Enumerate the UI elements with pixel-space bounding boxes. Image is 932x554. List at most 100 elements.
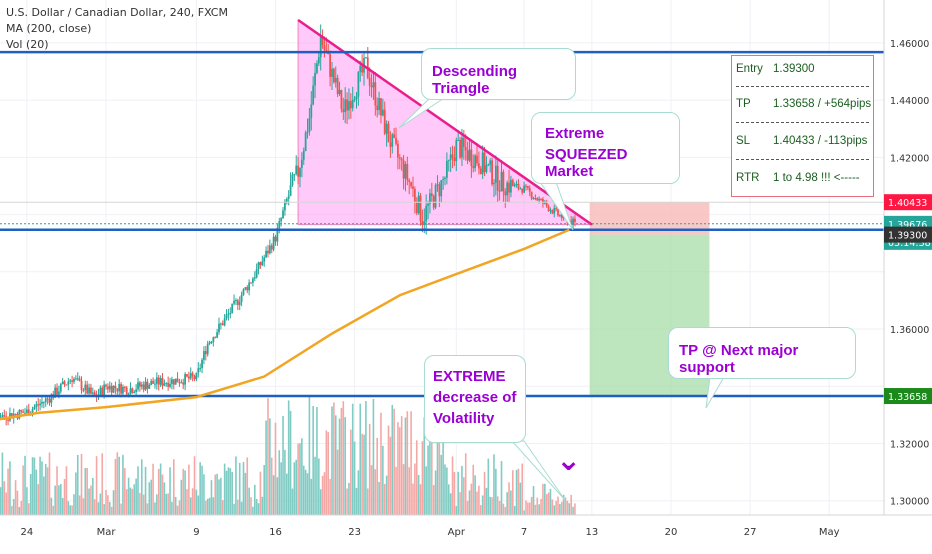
- candle-body: [44, 398, 47, 402]
- volume-bar: [463, 477, 465, 515]
- volume-bar: [449, 493, 452, 515]
- volume-bar: [557, 496, 559, 515]
- candle-body: [212, 337, 215, 343]
- candle-body: [165, 382, 168, 384]
- candle-body: [199, 367, 202, 369]
- candle-body: [278, 221, 281, 229]
- candle-body: [545, 201, 548, 207]
- candle-body: [274, 236, 277, 242]
- volume-bar: [69, 505, 72, 515]
- volume-bar: [366, 488, 369, 515]
- candle-body: [349, 101, 352, 109]
- candle-body: [122, 386, 124, 394]
- candle-body: [346, 99, 348, 111]
- volume-bar: [532, 486, 535, 515]
- candle-body: [235, 300, 237, 302]
- volume-bar: [169, 467, 171, 515]
- candle-body: [525, 185, 527, 187]
- volume-bar: [429, 436, 431, 515]
- candle-body: [329, 54, 332, 77]
- candle-body: [58, 391, 60, 395]
- volume-bar: [35, 469, 38, 515]
- volume-bar: [530, 496, 533, 515]
- volume-bar: [512, 470, 514, 515]
- candle-body: [472, 165, 475, 169]
- volume-bar: [551, 499, 554, 515]
- volume-bar: [415, 440, 418, 515]
- volume-bar: [306, 473, 309, 515]
- volume-bar: [173, 459, 175, 515]
- volume-indicator-label[interactable]: Vol (20): [6, 38, 49, 51]
- candle-body: [142, 384, 145, 390]
- volume-bar: [274, 422, 277, 515]
- volume-bar: [542, 483, 544, 515]
- squeeze-callout-line2: SQUEEZED Market: [545, 146, 628, 180]
- candle-body: [429, 193, 431, 204]
- volume-bar: [165, 493, 168, 515]
- candle-body: [543, 201, 546, 204]
- volume-bar: [295, 459, 298, 515]
- candle-body: [106, 386, 109, 390]
- candle-body: [186, 374, 188, 377]
- candle-body: [263, 257, 266, 262]
- candle-body: [227, 313, 230, 315]
- candle-body: [491, 160, 493, 185]
- candle-body: [157, 377, 160, 385]
- candle-body: [519, 188, 522, 190]
- candle-body: [560, 214, 563, 218]
- volatility-callout: EXTREME decrease of Volatility: [424, 355, 526, 443]
- volume-bar: [327, 432, 330, 515]
- time-tick-label: Mar: [97, 527, 117, 538]
- candle-body: [417, 195, 420, 214]
- volume-bar: [472, 464, 475, 515]
- candle-body: [334, 77, 337, 83]
- ma-indicator-label[interactable]: MA (200, close): [6, 22, 92, 35]
- volume-bar: [321, 475, 324, 515]
- tp-price-badge: 1.33658: [888, 392, 927, 403]
- volume-bar: [510, 490, 512, 515]
- volume-bar: [197, 495, 200, 515]
- candle-body: [410, 181, 412, 187]
- candle-body: [517, 183, 520, 189]
- volume-bar: [39, 456, 41, 515]
- volume-bar: [374, 469, 377, 515]
- candle-body: [419, 195, 422, 222]
- volume-bar: [135, 478, 137, 515]
- volume-bar: [521, 463, 524, 515]
- candle-body: [310, 104, 313, 118]
- candle-body: [233, 300, 235, 304]
- volume-bar: [547, 492, 550, 515]
- volume-bar: [212, 497, 215, 515]
- candle-body: [63, 381, 66, 385]
- candle-body: [155, 377, 158, 384]
- volume-bar: [278, 450, 281, 515]
- volume-bar: [189, 497, 192, 515]
- candle-body: [41, 401, 43, 404]
- candle-body: [261, 261, 264, 266]
- candle-body: [182, 382, 185, 385]
- volume-bar: [223, 463, 226, 515]
- candle-body: [534, 198, 537, 200]
- volume-bar: [500, 461, 503, 515]
- volume-bar: [457, 471, 459, 515]
- volume-bar: [276, 477, 279, 515]
- volume-bar: [380, 412, 382, 515]
- volume-bar: [334, 415, 337, 515]
- volume-bar: [22, 465, 24, 515]
- candle-body: [276, 228, 279, 242]
- candle-body: [31, 409, 34, 414]
- candle-body: [508, 182, 510, 193]
- candle-body: [423, 221, 426, 225]
- candle-body: [225, 314, 228, 319]
- candle-body: [268, 245, 271, 254]
- volume-bar: [246, 457, 249, 515]
- rtr-row: RTR 1 to 4.98 !!! <-----: [736, 172, 860, 184]
- candle-body: [270, 245, 273, 250]
- volume-bar: [372, 399, 375, 515]
- volume-bar: [447, 484, 450, 515]
- candle-body: [381, 109, 384, 116]
- volume-bar: [140, 459, 143, 515]
- volume-bar: [26, 487, 28, 515]
- candle-body: [73, 378, 75, 382]
- volume-bar: [133, 484, 136, 515]
